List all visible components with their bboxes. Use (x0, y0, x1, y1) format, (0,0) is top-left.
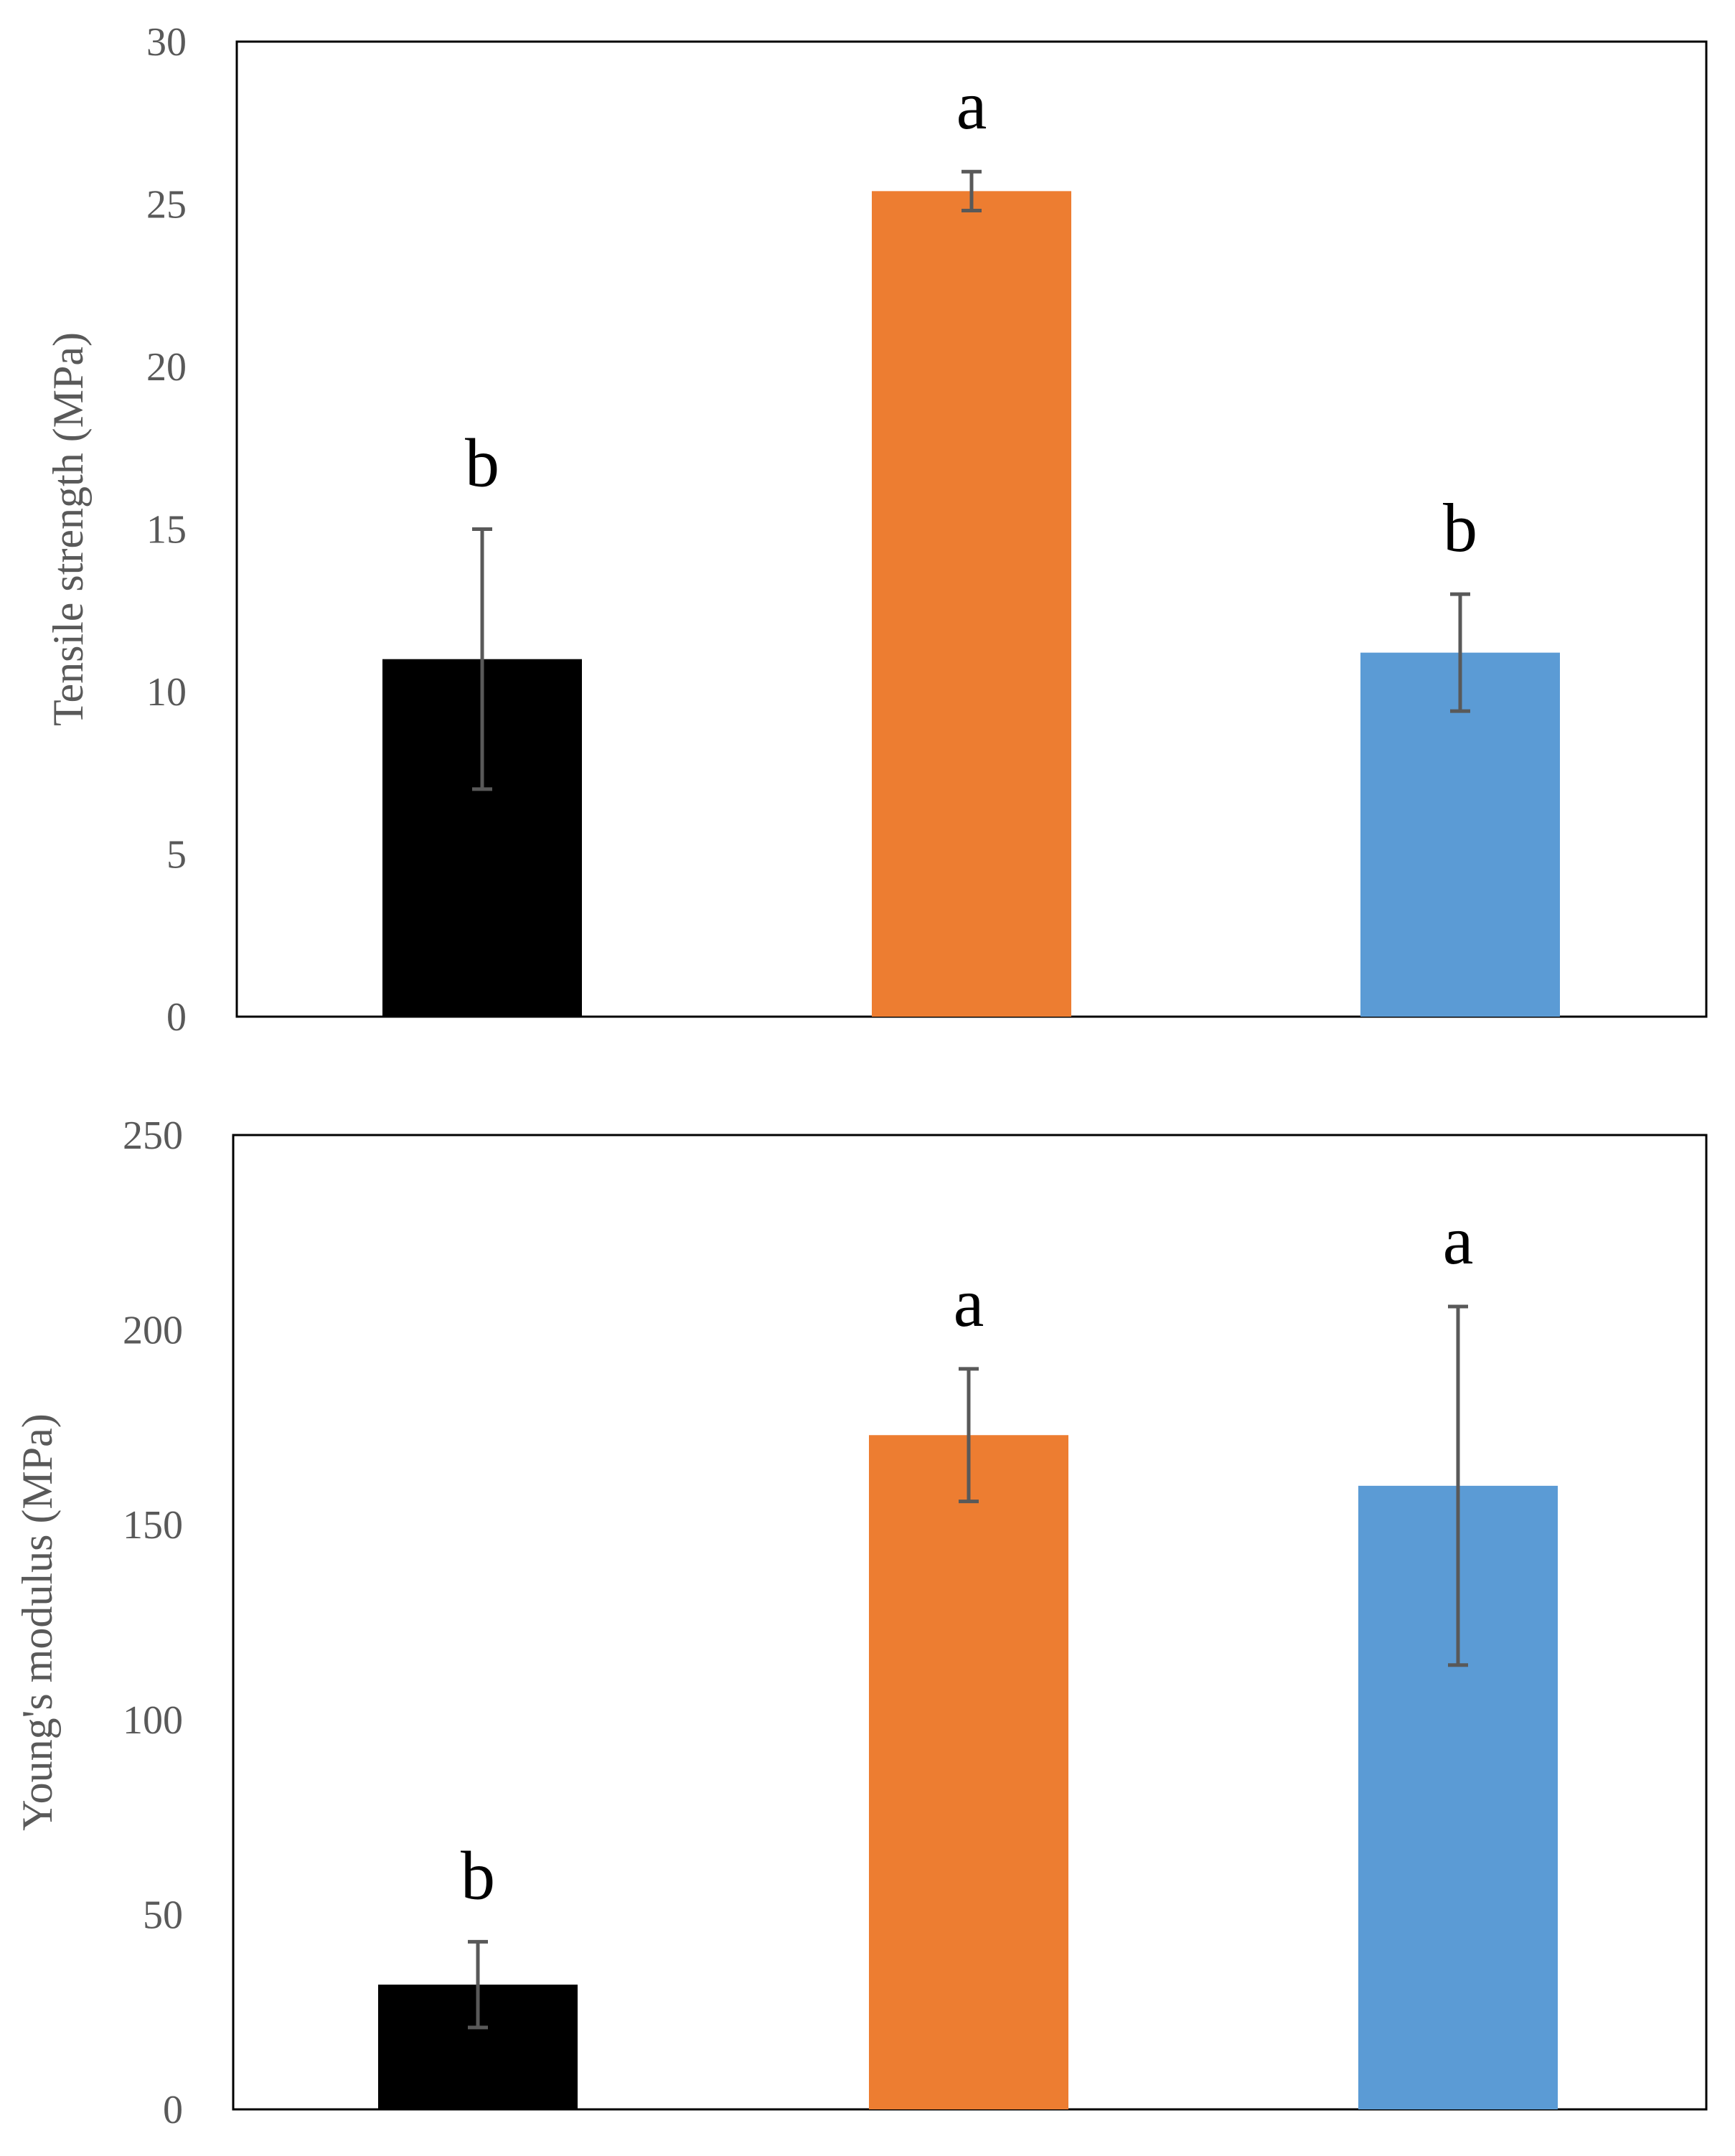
y-tick-label: 150 (123, 1503, 183, 1548)
significance-label-3: a (1443, 1202, 1474, 1279)
chart-panel-1: 0 5 10 15 20 25 30 Tensile strength (MPa) b a b (44, 20, 1708, 1040)
y-tick-label: 0 (163, 2088, 183, 2132)
y-axis-label: Young's modulus (MPa) (14, 1413, 61, 1830)
significance-label-3: b (1443, 489, 1477, 566)
significance-label-1: b (465, 425, 499, 502)
y-tick-label: 200 (123, 1309, 183, 1353)
significance-label-2: a (956, 67, 987, 143)
y-tick-label: 30 (146, 20, 187, 65)
bar-2 (872, 191, 1071, 1017)
y-tick-label: 10 (146, 670, 187, 715)
chart-panel-2: 0 50 100 150 200 250 Young's modulus (MPa) b a a (14, 1114, 1708, 2132)
bar-3 (1360, 652, 1560, 1017)
y-tick-label: 25 (146, 183, 187, 227)
significance-label-1: b (461, 1837, 495, 1913)
y-tick-label: 5 (166, 833, 187, 877)
bar-2 (869, 1435, 1068, 2109)
significance-label-2: a (954, 1264, 984, 1341)
y-tick-label: 0 (166, 995, 187, 1040)
y-tick-label: 100 (123, 1698, 183, 1743)
y-axis-label: Tensile strength (MPa) (44, 332, 92, 726)
y-tick-label: 250 (123, 1114, 183, 1158)
y-tick-label: 50 (143, 1893, 183, 1937)
y-tick-label: 20 (146, 345, 187, 390)
y-tick-label: 15 (146, 508, 187, 552)
